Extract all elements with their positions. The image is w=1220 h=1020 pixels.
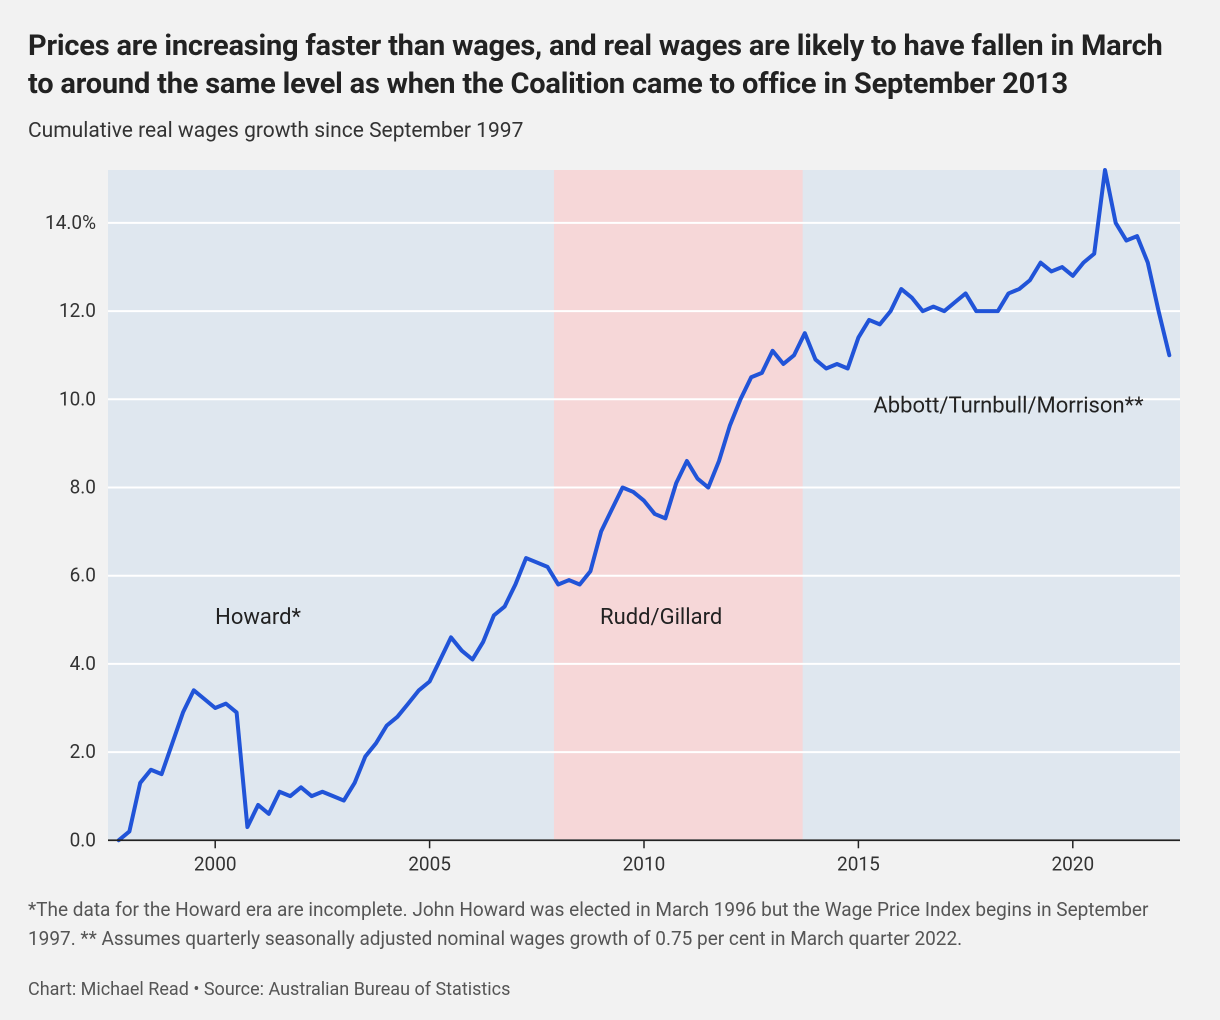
chart-source: Chart: Michael Read • Source: Australian… <box>28 979 1192 1000</box>
y-tick: 4.0 <box>70 652 96 675</box>
chart-title: Prices are increasing faster than wages,… <box>28 28 1192 103</box>
x-tick: 2020 <box>1051 852 1094 875</box>
era-band-rudd-gillard <box>554 170 803 840</box>
y-tick-label: 0.0 <box>70 828 96 851</box>
y-tick-label: 10.0 <box>59 387 96 410</box>
y-tick-label: 12.0 <box>59 299 96 322</box>
y-tick: 8.0 <box>70 475 96 498</box>
x-tick: 2015 <box>837 852 880 875</box>
y-tick-label: 8.0 <box>70 475 96 498</box>
y-tick-label: 2.0 <box>70 740 96 763</box>
chart-plot-area: 0.0 2.0 4.0 6.0 8.0 10.0 12.0 14.0% 2000 2005 2010… <box>28 164 1192 880</box>
x-tick-label: 2020 <box>1051 852 1094 875</box>
x-tick: 2000 <box>194 852 237 875</box>
y-tick-label: 4.0 <box>70 652 96 675</box>
x-tick-label: 2010 <box>623 852 666 875</box>
x-tick: 2005 <box>408 852 451 875</box>
y-tick: 14.0% <box>45 211 96 234</box>
era-label: Howard* <box>215 605 301 630</box>
x-tick-label: 2005 <box>408 852 451 875</box>
x-tick-label: 2000 <box>194 852 237 875</box>
y-tick: 12.0 <box>59 299 96 322</box>
x-tick-label: 2015 <box>837 852 880 875</box>
era-label: Abbott/Turnbull/Morrison** <box>873 393 1144 418</box>
y-tick: 2.0 <box>70 740 96 763</box>
y-tick: 10.0 <box>59 387 96 410</box>
chart-container: Prices are increasing faster than wages,… <box>0 0 1220 1020</box>
y-tick-label: 14.0% <box>45 211 96 234</box>
chart-footnote: *The data for the Howard era are incompl… <box>28 896 1192 953</box>
y-tick: 6.0 <box>70 563 96 586</box>
era-label: Rudd/Gillard <box>600 605 722 630</box>
y-tick: 0.0 <box>70 828 96 851</box>
chart-subtitle: Cumulative real wages growth since Septe… <box>28 117 1192 145</box>
line-chart-svg: 0.0 2.0 4.0 6.0 8.0 10.0 12.0 14.0% 2000 2005 2010… <box>28 164 1192 880</box>
x-tick: 2010 <box>623 852 666 875</box>
y-tick-label: 6.0 <box>70 563 96 586</box>
